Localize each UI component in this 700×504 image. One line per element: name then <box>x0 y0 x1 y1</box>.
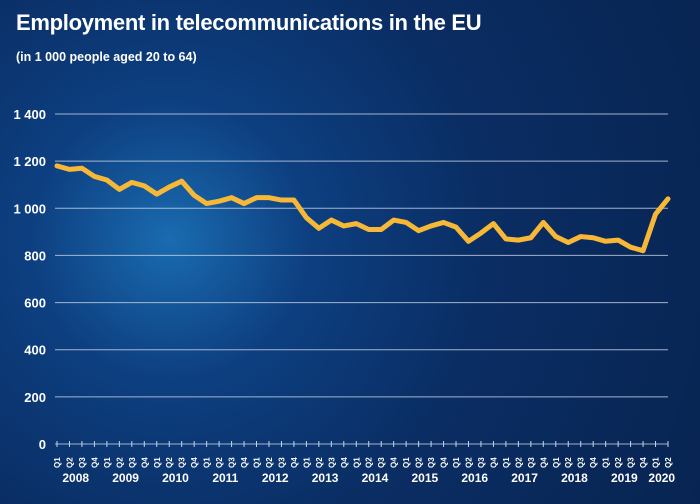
chart-title: Employment in telecommunications in the … <box>16 10 482 35</box>
y-tick-label: 600 <box>24 296 46 311</box>
y-tick-label: 800 <box>24 248 46 263</box>
x-tick-label: Q3 <box>128 457 137 468</box>
x-tick-label: Q1 <box>452 457 461 468</box>
employment-line <box>54 163 671 254</box>
x-tick-label: Q4 <box>539 457 548 468</box>
x-tick-label: Q2 <box>514 457 523 468</box>
x-tick-label: Q4 <box>190 457 199 468</box>
x-tick-label: Q2 <box>215 457 224 468</box>
x-tick-label: Q1 <box>153 457 162 468</box>
x-tick-label: Q1 <box>253 457 262 468</box>
year-label: 2010 <box>162 471 189 485</box>
year-label: 2020 <box>648 471 675 485</box>
x-tick-label: Q2 <box>365 457 374 468</box>
x-tick-label: Q4 <box>290 457 299 468</box>
x-tick-label: Q1 <box>53 457 62 468</box>
x-tick-label: Q2 <box>315 457 324 468</box>
x-tick-label: Q2 <box>464 457 473 468</box>
x-tick-label: Q3 <box>427 457 436 468</box>
y-tick-label: 1 400 <box>13 107 46 122</box>
x-tick-label: Q1 <box>502 457 511 468</box>
x-tick-label: Q4 <box>140 457 149 468</box>
year-label: 2017 <box>511 471 538 485</box>
y-tick-label: 1 200 <box>13 154 46 169</box>
chart-subtitle: (in 1 000 people aged 20 to 64) <box>16 50 197 64</box>
x-tick-label: Q2 <box>165 457 174 468</box>
x-tick-label: Q3 <box>577 457 586 468</box>
x-tick-label: Q4 <box>240 457 249 468</box>
x-tick-label: Q4 <box>589 457 598 468</box>
year-label: 2015 <box>411 471 438 485</box>
x-tick-label: Q4 <box>90 457 99 468</box>
year-label: 2016 <box>461 471 488 485</box>
x-tick-label: Q4 <box>489 457 498 468</box>
x-tick-label: Q3 <box>527 457 536 468</box>
x-tick-label: Q2 <box>415 457 424 468</box>
x-tick-label: Q1 <box>602 457 611 468</box>
year-label: 2019 <box>611 471 638 485</box>
x-tick-label: Q4 <box>340 457 349 468</box>
x-tick-label: Q3 <box>477 457 486 468</box>
x-tick-label: Q1 <box>103 457 112 468</box>
x-tick-label: Q4 <box>440 457 449 468</box>
x-tick-label: Q1 <box>302 457 311 468</box>
x-tick-label: Q4 <box>639 457 648 468</box>
x-tick-label: Q2 <box>65 457 74 468</box>
x-tick-label: Q1 <box>352 457 361 468</box>
x-tick-label: Q3 <box>327 457 336 468</box>
y-tick-label: 1 000 <box>13 201 46 216</box>
year-label: 2009 <box>112 471 139 485</box>
x-tick-label: Q3 <box>178 457 187 468</box>
x-tick-label: Q3 <box>277 457 286 468</box>
x-tick-label: Q3 <box>228 457 237 468</box>
year-label: 2018 <box>561 471 588 485</box>
x-tick-label: Q3 <box>78 457 87 468</box>
x-tick-label: Q1 <box>203 457 212 468</box>
year-label: 2014 <box>362 471 389 485</box>
x-tick-label: Q3 <box>377 457 386 468</box>
x-tick-label: Q1 <box>652 457 661 468</box>
x-tick-label: Q1 <box>552 457 561 468</box>
y-tick-label: 200 <box>24 390 46 405</box>
x-tick-label: Q2 <box>564 457 573 468</box>
x-tick-label: Q2 <box>115 457 124 468</box>
y-tick-label: 400 <box>24 343 46 358</box>
year-label: 2011 <box>212 471 238 485</box>
x-tick-label: Q2 <box>664 457 673 468</box>
y-tick-label: 0 <box>39 437 46 452</box>
year-label: 2008 <box>62 471 89 485</box>
x-tick-label: Q2 <box>614 457 623 468</box>
x-tick-label: Q1 <box>402 457 411 468</box>
year-label: 2013 <box>312 471 339 485</box>
x-tick-label: Q2 <box>265 457 274 468</box>
year-label: 2012 <box>262 471 289 485</box>
x-tick-label: Q3 <box>627 457 636 468</box>
x-tick-label: Q4 <box>390 457 399 468</box>
